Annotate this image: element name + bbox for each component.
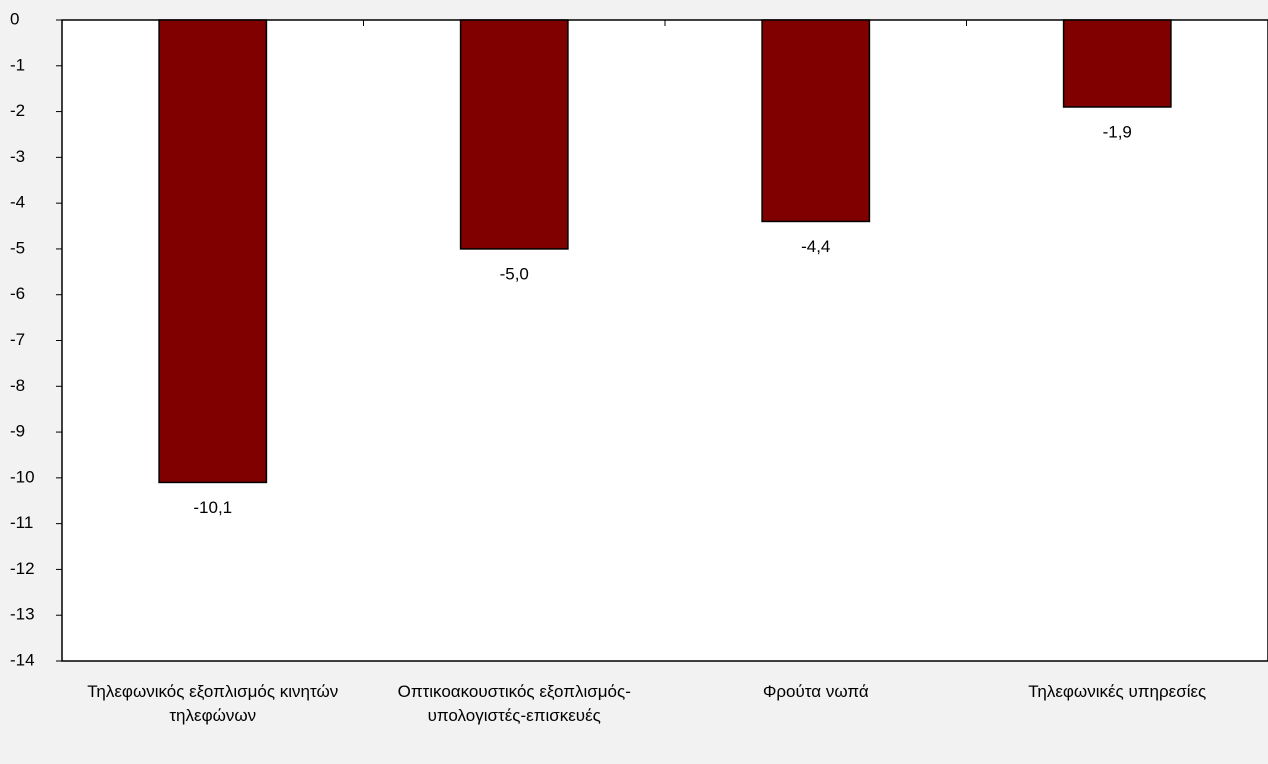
- y-tick-label: 0: [10, 9, 19, 28]
- y-tick-label: -12: [10, 559, 35, 578]
- y-tick-label: -1: [10, 55, 25, 74]
- x-tick-label: Τηλεφωνικός εξοπλισμός κινητών τηλεφώνων: [87, 682, 339, 725]
- y-tick-label: -13: [10, 605, 35, 624]
- data-label: -1,9: [1103, 122, 1132, 141]
- data-label: -10,1: [193, 498, 232, 517]
- y-tick-label: -9: [10, 422, 25, 441]
- y-tick-label: -6: [10, 284, 25, 303]
- y-tick-label: -4: [10, 193, 25, 212]
- data-label: -4,4: [801, 237, 830, 256]
- x-tick-label: Φρούτα νωπά: [762, 682, 869, 701]
- x-tick-label: Τηλεφωνικές υπηρεσίες: [1028, 682, 1207, 701]
- bar: [1062, 19, 1172, 108]
- y-tick-label: -11: [10, 513, 33, 532]
- y-tick-label: -10: [10, 467, 35, 486]
- y-tick-label: -3: [10, 147, 25, 166]
- bar: [158, 19, 268, 484]
- y-tick-label: -8: [10, 376, 25, 395]
- y-tick-label: -2: [10, 101, 25, 120]
- y-tick-label: -7: [10, 330, 25, 349]
- bar: [459, 19, 569, 250]
- x-tick-label: Οπτικοακουστικός εξοπλισμός-υπολογιστές-…: [397, 682, 631, 725]
- data-label: -5,0: [500, 264, 529, 283]
- y-tick-label: -5: [10, 238, 25, 257]
- bar: [761, 19, 871, 223]
- y-tick-label: -14: [10, 650, 35, 669]
